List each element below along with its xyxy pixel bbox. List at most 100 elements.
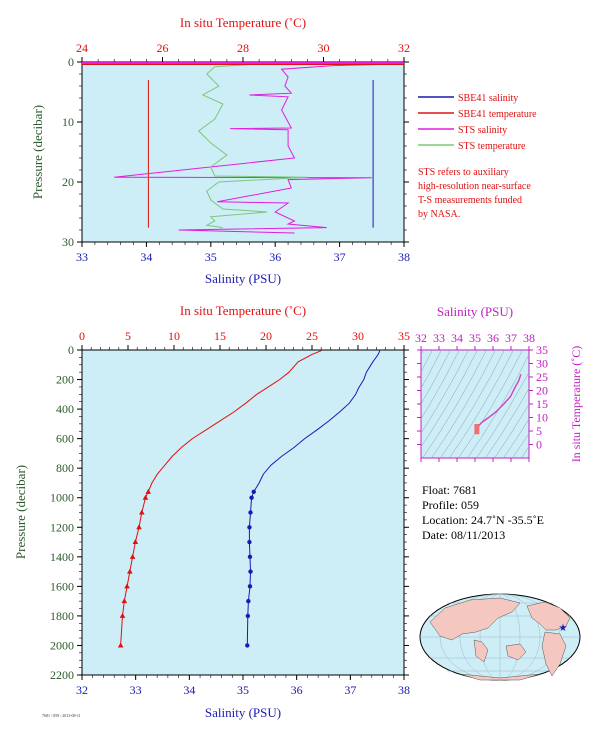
salinity-tick-label: 38 — [398, 250, 410, 264]
legend-label-sts-temperature: STS temperature — [458, 141, 526, 152]
density-contour — [421, 350, 469, 434]
point-sbe41-temperature — [124, 583, 130, 589]
salinity-tick-label: 33 — [130, 683, 142, 697]
pressure-tick-label: 1400 — [50, 550, 74, 564]
float-id: Float: 7681 — [422, 483, 477, 497]
near-surface-plot-area — [81, 61, 405, 243]
temperature-tick-label: 35 — [398, 329, 410, 343]
series-sbe41-salinity — [246, 350, 381, 646]
series-sts-temperature — [197, 63, 308, 229]
temperature-tick-label: 15 — [214, 329, 226, 343]
float-info: Float: 7681 Profile: 059 Location: 24.7˚… — [422, 483, 544, 542]
temperature-tick-label: 0 — [79, 329, 85, 343]
salinity-tick-label: 35 — [205, 250, 217, 264]
point-sbe41-salinity — [248, 510, 253, 515]
pressure-tick-label: 200 — [56, 373, 74, 387]
full-profile-temperature-axis-title: In situ Temperature (˚C) — [180, 303, 306, 318]
temperature-tick-label: 30 — [352, 329, 364, 343]
salinity-tick-label: 38 — [398, 683, 410, 697]
temperature-tick-label: 25 — [306, 329, 318, 343]
point-sbe41-salinity — [251, 489, 256, 495]
density-contour — [512, 432, 529, 458]
series-sbe41-temperature — [120, 350, 322, 646]
pressure-tick-label: 400 — [56, 402, 74, 416]
full-profile-axes: 32 33 34 35 36 37 38 0 5 10 15 20 25 30 35 0 200 400 600 80… — [50, 329, 410, 697]
density-contour — [521, 446, 529, 458]
temperature-tick-label: 24 — [76, 41, 88, 55]
density-contour — [458, 350, 523, 458]
point-sbe41-salinity — [248, 569, 253, 574]
density-contour — [503, 418, 529, 458]
sts-note: STS refers to auxiliary high-resolution … — [418, 167, 531, 220]
density-contour — [485, 387, 529, 458]
pressure-tick-label: 1600 — [50, 579, 74, 593]
ts-salinity-tick-label: 35 — [469, 331, 481, 345]
float-location-marker: ★ — [559, 623, 568, 634]
temperature-tick-label: 30 — [318, 41, 330, 55]
profile-date: Date: 08/11/2013 — [422, 528, 505, 542]
ts-salinity-tick-label: 38 — [523, 331, 535, 345]
location: Location: 24.7˚N -35.5˚E — [422, 513, 544, 527]
full-profile-salinity-axis-title: Salinity (PSU) — [205, 705, 281, 720]
ts-salinity-axis-title: Salinity (PSU) — [437, 304, 513, 319]
ts-temperature-tick-label: 5 — [536, 424, 542, 438]
density-contour — [440, 350, 505, 458]
ts-temperature-tick-label: 30 — [536, 357, 548, 371]
density-contour — [422, 350, 487, 458]
point-sbe41-temperature — [145, 488, 152, 494]
density-contour — [431, 350, 496, 458]
salinity-tick-label: 33 — [76, 250, 88, 264]
map-land — [429, 597, 571, 681]
pressure-tick-label: 1200 — [50, 520, 74, 534]
density-contour — [421, 350, 442, 390]
density-contour — [421, 350, 478, 448]
full-profile-panel: 32 33 34 35 36 37 38 0 5 10 15 20 25 30 35 0 200 400 600 80… — [13, 303, 410, 720]
ts-temperature-tick-label: 35 — [536, 343, 548, 357]
point-sbe41-salinity — [247, 554, 253, 560]
salinity-tick-label: 36 — [291, 683, 303, 697]
point-sbe41-temperature — [121, 598, 128, 604]
legend: SBE41 salinity SBE41 temperature STS sal… — [418, 93, 537, 152]
ts-series — [474, 374, 522, 435]
pressure-tick-label: 2000 — [50, 638, 74, 652]
salinity-tick-label: 35 — [237, 683, 249, 697]
ts-salinity-tick-label: 33 — [433, 331, 445, 345]
point-sbe41-salinity — [247, 525, 252, 530]
point-sbe41-salinity — [247, 584, 253, 589]
note-line: by NASA. — [418, 209, 460, 220]
legend-label-sts-salinity: STS salinity — [458, 125, 507, 136]
temperature-tick-label: 26 — [157, 41, 169, 55]
ts-temperature-tick-label: 15 — [536, 397, 548, 411]
density-contour — [421, 350, 460, 420]
pressure-tick-label: 2200 — [50, 668, 74, 682]
density-contour — [494, 403, 529, 458]
note-line: high-resolution near-surface — [418, 181, 531, 192]
pressure-tick-label: 600 — [56, 432, 74, 446]
point-sbe41-salinity — [245, 613, 251, 619]
density-contours — [421, 350, 529, 458]
pressure-tick-label: 1800 — [50, 609, 74, 623]
temperature-tick-label: 5 — [125, 329, 131, 343]
point-sbe41-temperature — [132, 539, 139, 545]
ts-salinity-tick-label: 32 — [415, 331, 427, 345]
ts-temperature-tick-label: 20 — [536, 384, 548, 398]
point-sbe41-temperature — [136, 524, 142, 530]
pressure-tick-label: 1000 — [50, 491, 74, 505]
ts-temperature-axis-title: In situ Temperature (˚C) — [569, 346, 583, 463]
density-contour-lines — [421, 350, 529, 458]
note-line: T-S measurements funded — [418, 195, 522, 206]
point-sbe41-temperature — [142, 494, 149, 500]
pressure-tick-label: 30 — [62, 235, 74, 249]
pressure-tick-label: 0 — [68, 55, 74, 69]
salinity-tick-label: 34 — [183, 683, 195, 697]
salinity-tick-label: 32 — [76, 683, 88, 697]
near-surface-pressure-axis-title: Pressure (decibar) — [30, 105, 45, 199]
pressure-tick-label: 10 — [62, 115, 74, 129]
ts-salinity-tick-label: 37 — [505, 331, 517, 345]
full-profile-series — [117, 350, 381, 648]
density-contour — [421, 350, 433, 373]
point-sbe41-temperature — [117, 642, 124, 648]
near-surface-axes: 33 34 35 36 37 38 24 26 28 30 32 0 10 20 30 — [62, 41, 410, 264]
